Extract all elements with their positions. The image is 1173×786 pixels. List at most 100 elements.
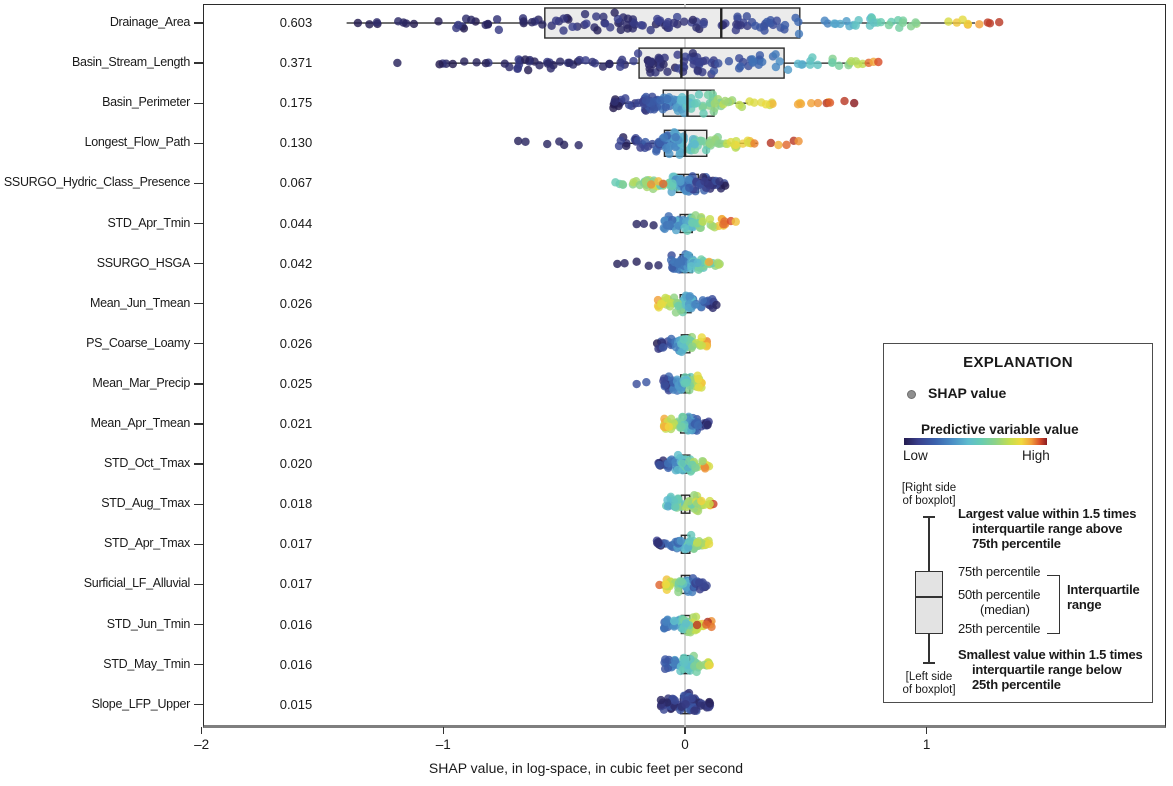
shap-point [673,450,683,460]
y-axis-tick [194,543,203,545]
shap-point [813,60,822,70]
shap-point [632,379,641,389]
shap-point [869,18,879,27]
y-axis-tick [194,663,203,666]
shap-point [666,414,676,424]
shap-point [658,343,668,352]
importance-value: 0.016 [279,656,313,672]
shap-point [559,14,568,23]
shap-point [702,620,711,629]
shap-point [546,64,556,73]
p50-label: 50th percentile [958,587,1041,602]
shap-point [472,58,481,67]
shap-point [783,65,793,74]
shap-point [708,222,717,231]
legend-boxplot-median [915,596,943,598]
shap-point [825,98,835,107]
shap-point [568,22,577,32]
shap-point [610,8,619,17]
shap-point [712,300,721,310]
shap-point [365,20,374,29]
y-axis-tick [194,503,203,505]
shap-point [772,16,782,25]
shap-point [958,15,967,24]
shap-point [598,62,608,71]
shap-point [693,65,702,75]
shap-point [677,422,686,431]
importance-value: 0.020 [279,456,313,472]
shap-point [666,298,676,308]
y-axis-label: Longest_Flow_Path [84,135,191,150]
y-axis-tick [194,142,203,144]
shap-point [481,58,491,68]
shap-point [581,56,590,65]
shap-point [574,140,583,150]
shap-point [701,146,711,155]
importance-value: 0.067 [279,175,313,191]
shap-point [771,62,781,72]
largest-note-line2: interquartile range above [972,521,1123,536]
shap-point [713,258,723,267]
shap-point [676,536,686,545]
shap-point [911,18,920,27]
shap-point [703,420,712,430]
shap-point [698,217,708,226]
left-side-note-line1: [Left side [905,671,953,683]
shap-point [736,21,745,30]
shap-point [643,142,653,151]
shap-point [448,59,457,69]
shap-point [849,98,859,108]
shap-point [697,496,706,506]
y-axis-tick [194,343,203,345]
shap-point [659,133,669,142]
shap-point [646,58,655,67]
shap-point [394,17,403,26]
shap-point [693,258,702,268]
shap-point [677,577,686,586]
shap-point [671,133,680,142]
shap-point [611,178,620,187]
x-tick-label: –2 [194,737,210,752]
shap-point [700,177,709,186]
importance-value: 0.025 [279,375,313,391]
shap-point [704,660,713,670]
shap-point [575,55,584,65]
importance-value: 0.021 [279,416,313,431]
shap-point [699,109,708,118]
shap-point [505,62,514,72]
y-axis-tick [194,423,203,425]
smallest-note-line1: Smallest value within 1.5 times [958,647,1143,662]
shap-point [605,59,614,69]
y-axis-tick [194,383,203,385]
shap-point [898,18,908,27]
shap-point [685,291,695,301]
shap-value-dot-icon [907,390,916,399]
shap-point [582,19,591,28]
shap-point [705,139,715,149]
shap-point [755,51,765,60]
shap-point [674,587,683,597]
y-axis-label: PS_Coarse_Loamy [86,335,190,350]
shap-point [736,62,745,71]
shap-point [688,15,698,25]
importance-value: 0.044 [279,215,313,231]
shap-point [588,57,597,67]
shap-point [684,497,693,506]
shap-point [679,17,689,26]
shap-point [669,18,679,28]
shap-point [654,538,663,548]
shap-point [715,177,724,186]
y-axis-tick [194,102,203,104]
shap-point [690,300,700,309]
y-axis-label: STD_Oct_Tmax [104,456,190,471]
y-axis-label: Surficial_LF_Alluvial [83,576,191,591]
y-axis-label: SSURGO_HSGA [96,255,191,270]
shap-point [693,371,702,380]
shap-point [646,25,655,35]
shap-point [555,57,565,66]
shap-point [771,50,780,59]
shap-point [513,63,523,73]
shap-point [675,257,684,266]
y-axis-label: STD_Apr_Tmin [107,215,190,230]
shap-point [709,66,719,75]
